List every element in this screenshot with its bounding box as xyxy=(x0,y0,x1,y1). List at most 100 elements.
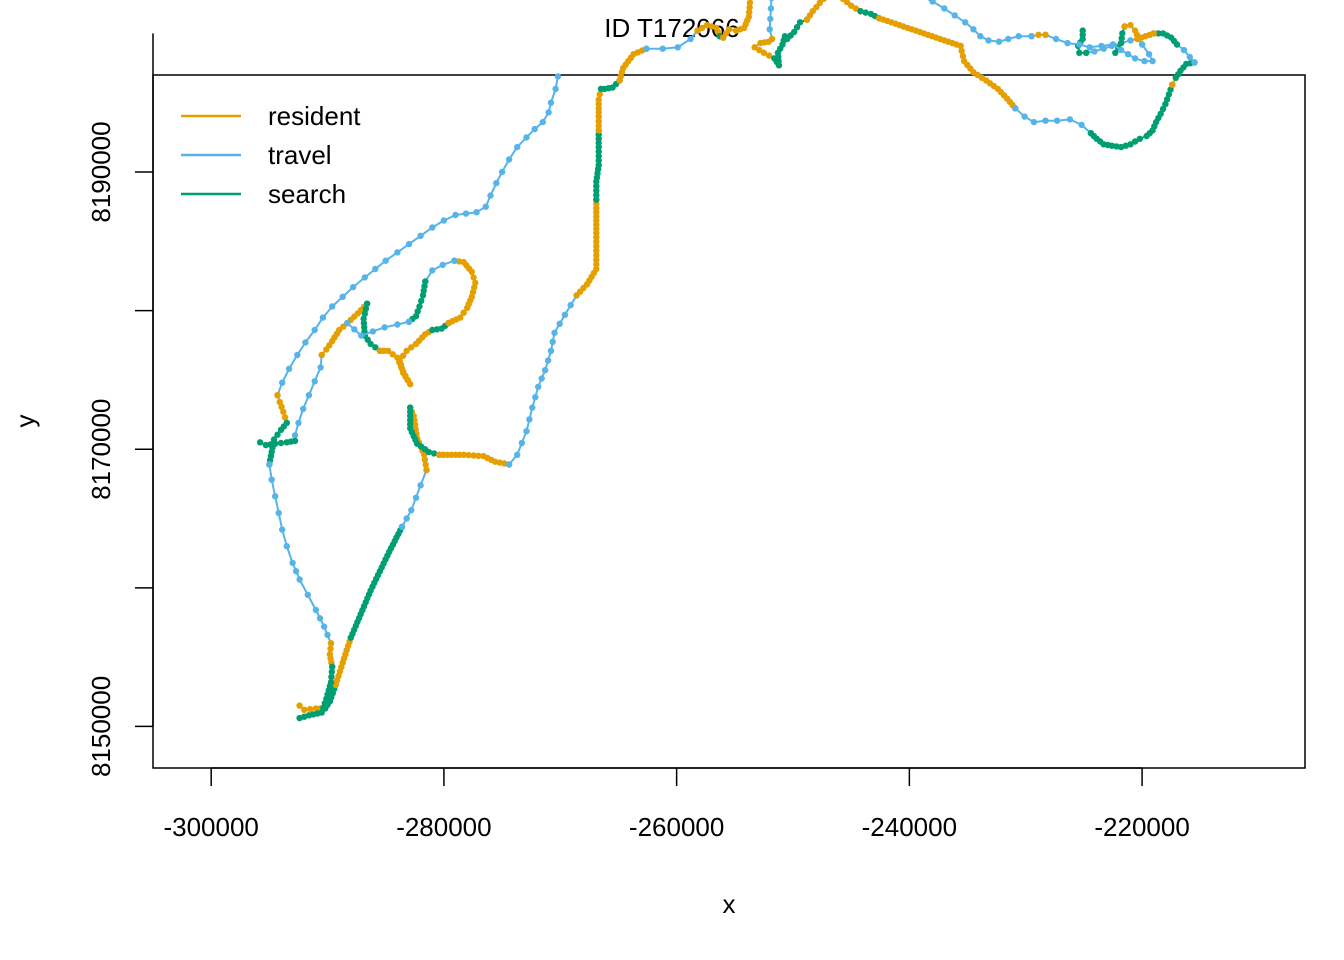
track-search-point xyxy=(593,187,600,194)
y-tick-label: 8190000 xyxy=(86,121,116,222)
track-search-point xyxy=(328,673,335,681)
track-travel-point xyxy=(279,526,286,533)
track-resident-point xyxy=(593,247,600,254)
track-search-point xyxy=(1112,49,1119,56)
track-search-point xyxy=(857,8,864,15)
track-resident-point xyxy=(958,47,965,55)
track-travel-point xyxy=(268,476,275,483)
track-travel-point xyxy=(977,33,984,40)
legend-label-search: search xyxy=(268,179,346,209)
track-travel-point xyxy=(526,416,533,423)
track-travel-point xyxy=(295,419,302,427)
legend-label-travel: travel xyxy=(268,140,332,170)
track-travel-point xyxy=(951,12,958,19)
track-resident-point xyxy=(596,91,603,98)
track-resident-point xyxy=(749,0,753,1)
y-tick-label: 8170000 xyxy=(86,399,116,500)
track-travel-point xyxy=(473,209,480,216)
track-travel-point xyxy=(451,257,458,264)
track-travel-point xyxy=(312,606,320,614)
track-resident-point xyxy=(280,408,287,415)
track-travel-point xyxy=(1005,35,1012,43)
track-travel-point xyxy=(305,392,313,399)
track-resident-point xyxy=(327,640,335,647)
track-search-point xyxy=(1163,96,1171,103)
track-resident-point xyxy=(465,451,472,459)
track-resident-point xyxy=(278,403,285,411)
track-search-point xyxy=(1108,142,1116,149)
track-travel-point xyxy=(561,311,569,318)
track-travel-point xyxy=(440,217,448,224)
track-travel-point xyxy=(358,332,365,339)
track-resident-point xyxy=(1127,21,1134,29)
track-resident-point xyxy=(312,705,320,712)
track-search-point xyxy=(419,292,427,299)
track-search-point xyxy=(793,24,801,31)
track-resident-point xyxy=(421,456,429,463)
track-search-point xyxy=(414,308,421,315)
track-search-point xyxy=(595,157,602,164)
track-resident-point xyxy=(593,265,600,273)
track-resident-point xyxy=(276,398,283,406)
track-travel-line xyxy=(1014,107,1092,135)
track-travel-point xyxy=(556,320,563,327)
track-travel-point xyxy=(1180,46,1188,54)
track-travel-point xyxy=(1078,121,1085,129)
track-resident-point xyxy=(318,351,325,359)
track-travel-point xyxy=(452,211,459,219)
track-travel-point xyxy=(567,301,574,309)
track-resident-point xyxy=(957,42,964,50)
track-resident-point xyxy=(751,44,758,51)
track-travel-point xyxy=(429,267,436,274)
track-travel-point xyxy=(523,428,530,435)
track-travel-point xyxy=(505,156,513,163)
track-travel-point xyxy=(766,26,773,33)
track-travel-point xyxy=(285,365,293,372)
track-resident-point xyxy=(460,309,467,316)
track-search-point xyxy=(433,326,441,333)
track-travel-point xyxy=(547,99,555,106)
track-travel-point xyxy=(1131,55,1139,62)
track-travel-line xyxy=(276,75,559,397)
track-travel-point xyxy=(1149,57,1156,65)
track-travel-point xyxy=(1021,113,1028,120)
track-travel-point xyxy=(429,224,436,231)
track-resident-point xyxy=(470,452,477,459)
track-resident-point xyxy=(281,414,289,421)
track-search-point xyxy=(595,152,602,160)
track-resident-point xyxy=(1135,35,1142,43)
track-resident-point xyxy=(306,705,314,713)
track-layer xyxy=(256,0,1198,722)
track-search-point xyxy=(1083,49,1090,56)
track-travel-point xyxy=(551,329,558,336)
track-travel-point xyxy=(417,232,424,239)
track-travel-point xyxy=(279,379,286,386)
y-axis-label: y xyxy=(10,415,40,428)
track-search-point xyxy=(1118,35,1125,42)
track-search-point xyxy=(328,668,335,676)
track-resident-point xyxy=(757,39,764,47)
track-search-point xyxy=(430,450,438,457)
x-tick-label: -240000 xyxy=(862,812,957,842)
track-search-point xyxy=(362,305,370,312)
track-resident-point xyxy=(595,118,602,125)
track-travel-point xyxy=(351,326,358,333)
track-travel-point xyxy=(498,168,506,176)
legend-label-resident: resident xyxy=(268,101,361,131)
track-travel-point xyxy=(1138,41,1146,48)
track-resident-point xyxy=(475,452,482,459)
track-travel-point xyxy=(417,482,424,489)
track-resident-point xyxy=(422,461,429,469)
track-travel-point xyxy=(319,314,327,321)
track-travel-point xyxy=(1186,53,1194,61)
track-resident-point xyxy=(595,96,602,104)
track-search-point xyxy=(1159,30,1167,37)
track-travel-point xyxy=(1191,59,1198,66)
track-search-point xyxy=(277,439,285,447)
track-resident-point xyxy=(699,24,706,32)
track-resident-point xyxy=(301,706,308,713)
track-travel-point xyxy=(266,461,273,468)
track-search-point xyxy=(329,663,336,670)
track-search-point xyxy=(1079,27,1086,34)
track-travel-point xyxy=(317,364,324,371)
